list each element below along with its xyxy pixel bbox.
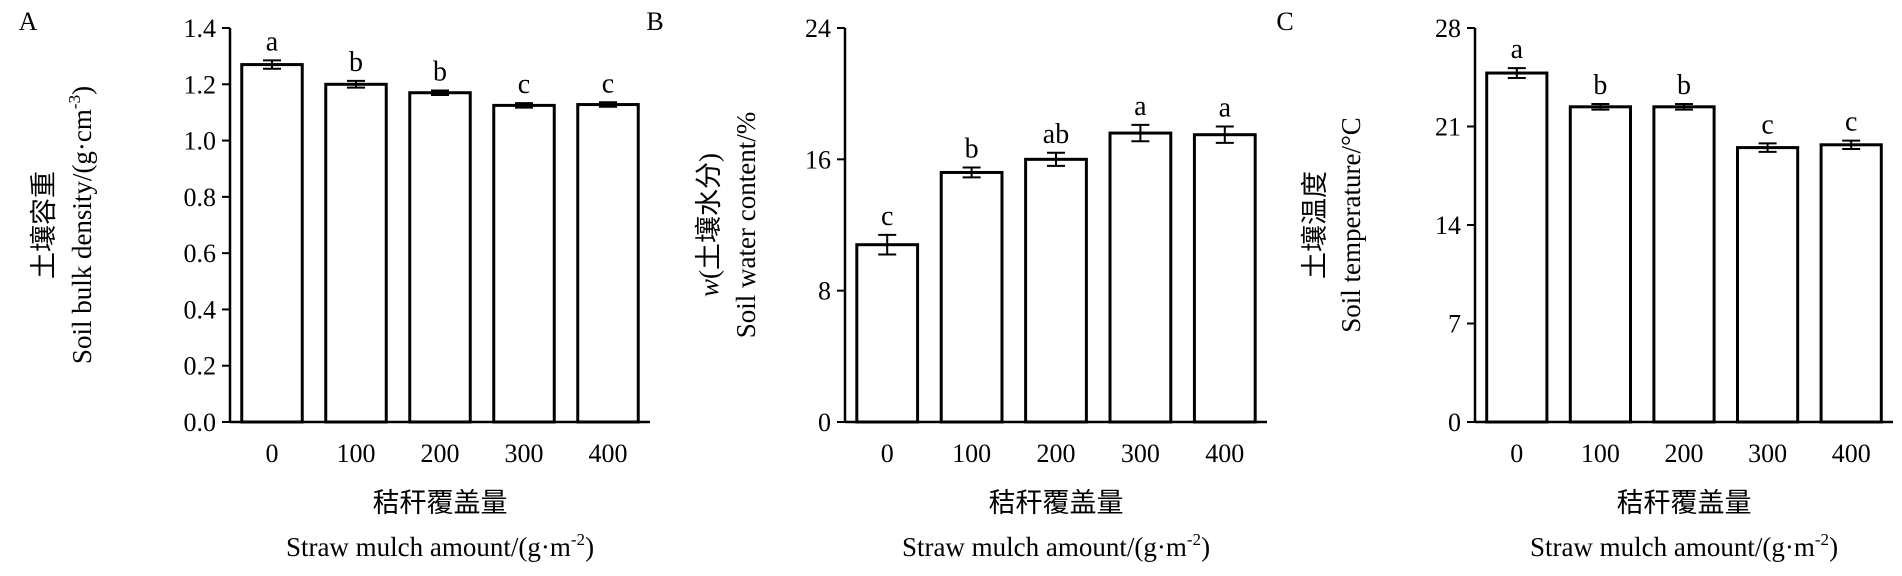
x-axis-title-cn: 秸秆覆盖量 [1617, 488, 1752, 518]
x-tick-label: 300 [505, 439, 544, 468]
y-axis-title-cn: 土壤温度 [1300, 171, 1330, 279]
chart-panel-a: A 0.0 0.2 0.4 0.6 0.8 1.0 1.2 1.4 a 0 b 100 b 200 c 300 c… [19, 7, 650, 562]
chart-panel-c: C 0 7 14 21 28 a 0 b 100 b 200 c 300 c 400 秸秆覆盖量 Straw mu… [1276, 7, 1893, 562]
x-axis-title-cn: 秸秆覆盖量 [989, 488, 1124, 518]
bar [492, 103, 556, 424]
y-axis-title: Soil bulk density/(g·cm-3) [65, 86, 97, 364]
significance-letter: b [965, 134, 979, 165]
x-tick-label: 100 [952, 439, 991, 468]
y-tick-label: 28 [1435, 14, 1461, 43]
panel-letter: C [1276, 7, 1293, 36]
bar [240, 63, 304, 424]
significance-letter: b [349, 47, 363, 78]
y-axis-title-main: Soil bulk density/(g·cm [67, 109, 97, 364]
x-tick-label: 400 [1205, 439, 1244, 468]
y-axis-title-main: Soil water content/% [731, 112, 761, 338]
y-tick-label: 0.2 [184, 352, 217, 381]
significance-letter: b [1593, 70, 1607, 101]
x-axis-title-end: ) [1201, 532, 1210, 562]
x-axis-title: Straw mulch amount/(g·m-2) [902, 530, 1210, 562]
significance-letter: a [1219, 93, 1232, 124]
y-axis-title: Soil temperature/°C [1336, 117, 1366, 333]
x-axis-title-main: Straw mulch amount/(g·m [1530, 532, 1815, 562]
y-tick-label: 0.8 [184, 183, 217, 212]
significance-letter: c [1845, 107, 1857, 138]
bar [1024, 157, 1088, 424]
significance-letter: c [1761, 109, 1773, 140]
chart-panel-b: B 0 8 16 24 c 0 b 100 ab 200 a 300 a 400 秸秆覆盖量 Straw mul… [646, 7, 1267, 562]
y-tick-label: 14 [1435, 211, 1461, 240]
x-axis-title-sup: -2 [1815, 530, 1829, 549]
significance-letter: a [1511, 34, 1524, 65]
x-axis-title-end: ) [1829, 532, 1838, 562]
x-tick-label: 400 [589, 439, 628, 468]
y-tick-label: 0 [818, 408, 831, 437]
bar [1819, 143, 1883, 424]
panel-letter: B [646, 7, 663, 36]
x-axis-title: Straw mulch amount/(g·m-2) [1530, 530, 1838, 562]
x-tick-label: 200 [1665, 439, 1704, 468]
bar [1652, 105, 1716, 424]
y-tick-label: 1.4 [184, 14, 217, 43]
y-axis-title: Soil water content/% [731, 112, 761, 338]
y-tick-label: 21 [1435, 113, 1461, 142]
bar [1485, 71, 1549, 424]
y-tick-label: 7 [1448, 310, 1461, 339]
x-tick-label: 400 [1832, 439, 1871, 468]
bar [1736, 146, 1800, 424]
bar [855, 243, 920, 424]
y-tick-label: 1.2 [184, 70, 217, 99]
bar [408, 91, 472, 424]
y-tick-label: 0 [1448, 408, 1461, 437]
significance-letter: a [266, 26, 279, 57]
significance-letter: b [1677, 70, 1691, 101]
significance-letter: b [433, 56, 447, 87]
y-axis-title-end: ) [67, 86, 97, 95]
panel-letter: A [19, 7, 38, 36]
x-axis-title-main: Straw mulch amount/(g·m [902, 532, 1187, 562]
significance-letter: c [881, 201, 893, 232]
y-axis-title-sup: -3 [65, 95, 84, 109]
significance-letter: a [1134, 91, 1147, 122]
y-tick-label: 8 [818, 277, 831, 306]
y-tick-label: 24 [805, 14, 831, 43]
significance-letter: c [602, 68, 614, 99]
significance-letter: ab [1043, 119, 1069, 150]
y-tick-label: 0.4 [184, 295, 217, 324]
x-axis-title-main: Straw mulch amount/(g·m [286, 532, 571, 562]
significance-letter: c [518, 69, 530, 100]
y-axis-title-cn: 土壤容重 [29, 171, 59, 279]
y-tick-label: 0.0 [184, 408, 217, 437]
x-tick-label: 100 [337, 439, 376, 468]
x-axis-title-sup: -2 [1187, 530, 1201, 549]
bar [1108, 131, 1173, 424]
y-tick-label: 16 [805, 145, 831, 174]
x-tick-label: 200 [1037, 439, 1076, 468]
x-axis-title-cn: 秸秆覆盖量 [373, 488, 508, 518]
x-axis-title-end: ) [585, 532, 594, 562]
bar [576, 103, 640, 424]
y-axis-title-cn-text: 土壤容重 [29, 171, 59, 279]
bar [1192, 133, 1257, 424]
x-tick-label: 200 [421, 439, 460, 468]
x-axis-title: Straw mulch amount/(g·m-2) [286, 530, 594, 562]
y-axis-title-prefix: w [694, 279, 724, 297]
y-axis-title-cn-text: (土壤水分) [694, 153, 724, 279]
y-tick-label: 0.6 [184, 239, 217, 268]
x-tick-label: 300 [1748, 439, 1787, 468]
x-tick-label: 300 [1121, 439, 1160, 468]
y-axis-title-cn-text: 土壤温度 [1300, 171, 1330, 279]
bar [1568, 105, 1632, 424]
y-axis-title-main: Soil temperature/°C [1336, 117, 1366, 333]
x-tick-label: 0 [1510, 439, 1523, 468]
x-tick-label: 0 [266, 439, 279, 468]
bar [939, 170, 1004, 424]
x-tick-label: 100 [1581, 439, 1620, 468]
bar [324, 82, 388, 424]
y-tick-label: 1.0 [184, 127, 217, 156]
x-axis-title-sup: -2 [571, 530, 585, 549]
x-tick-label: 0 [881, 439, 894, 468]
y-axis-title-cn: w(土壤水分) [694, 153, 724, 297]
